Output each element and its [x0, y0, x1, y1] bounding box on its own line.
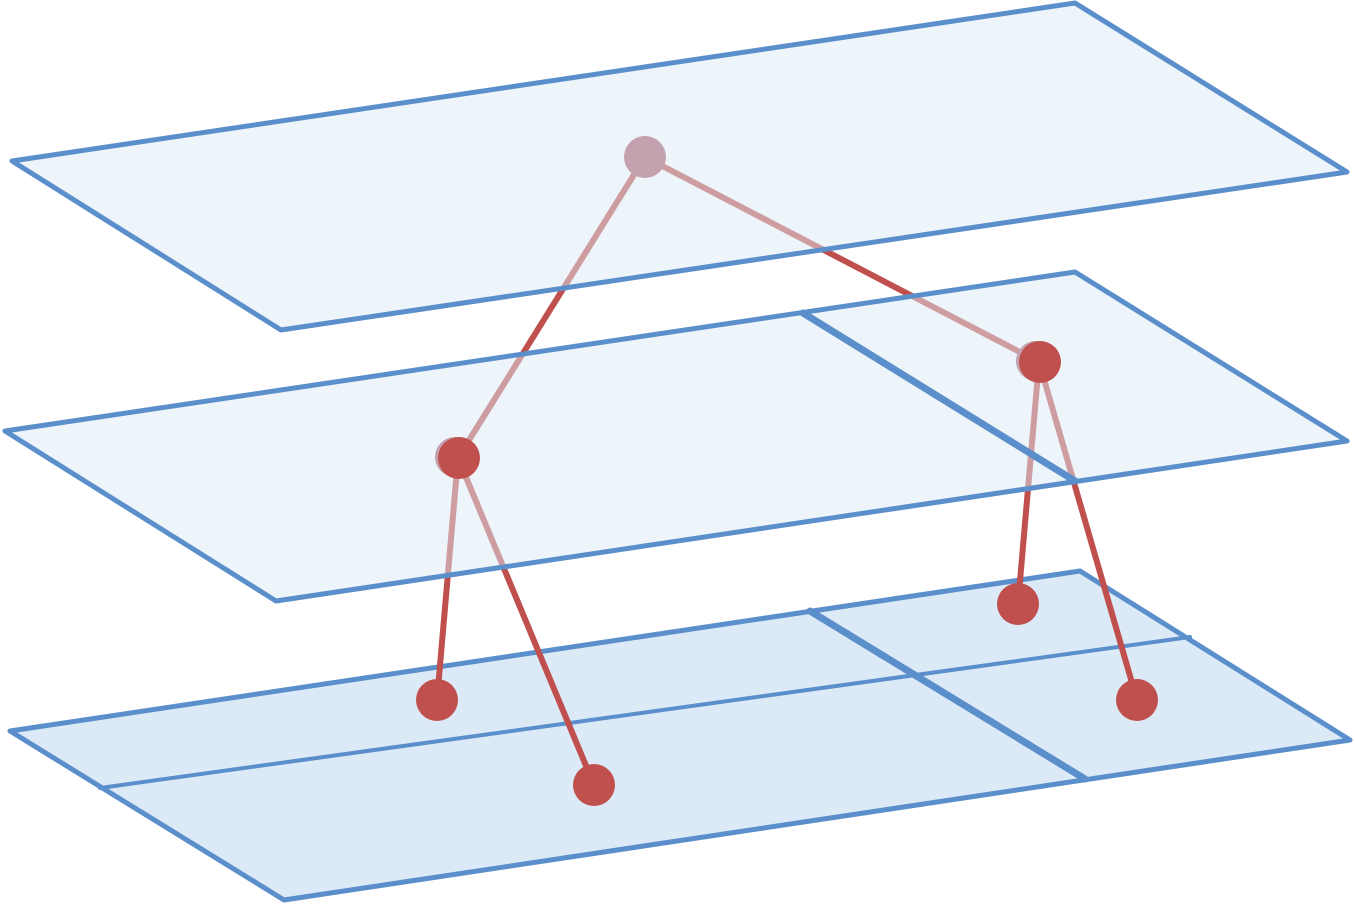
plane-level-2-surface — [2, 269, 1350, 604]
plane-level-3-divider-horizontal — [98, 635, 1192, 790]
leaf-node-1 — [416, 679, 458, 721]
leaf-node-4 — [1116, 679, 1158, 721]
level-2-nodes — [435, 341, 1061, 479]
plane-level-3-divider-diagonal — [806, 607, 1089, 783]
plane-level-3-surface — [7, 568, 1353, 903]
plane-level-1-surface — [9, 0, 1350, 333]
root-node-group — [624, 136, 666, 178]
plane-level-1 — [9, 0, 1350, 333]
plane-level-2-divider-diagonal — [799, 309, 1079, 485]
leaf-node-2 — [573, 764, 615, 806]
root-node — [624, 136, 666, 178]
plane-level-3 — [7, 568, 1353, 903]
plane-level-2 — [2, 269, 1350, 604]
level-2-node-right — [1019, 341, 1061, 383]
leaf-nodes — [416, 583, 1158, 806]
leaf-node-3 — [997, 583, 1039, 625]
level-2-node-left — [438, 437, 480, 479]
